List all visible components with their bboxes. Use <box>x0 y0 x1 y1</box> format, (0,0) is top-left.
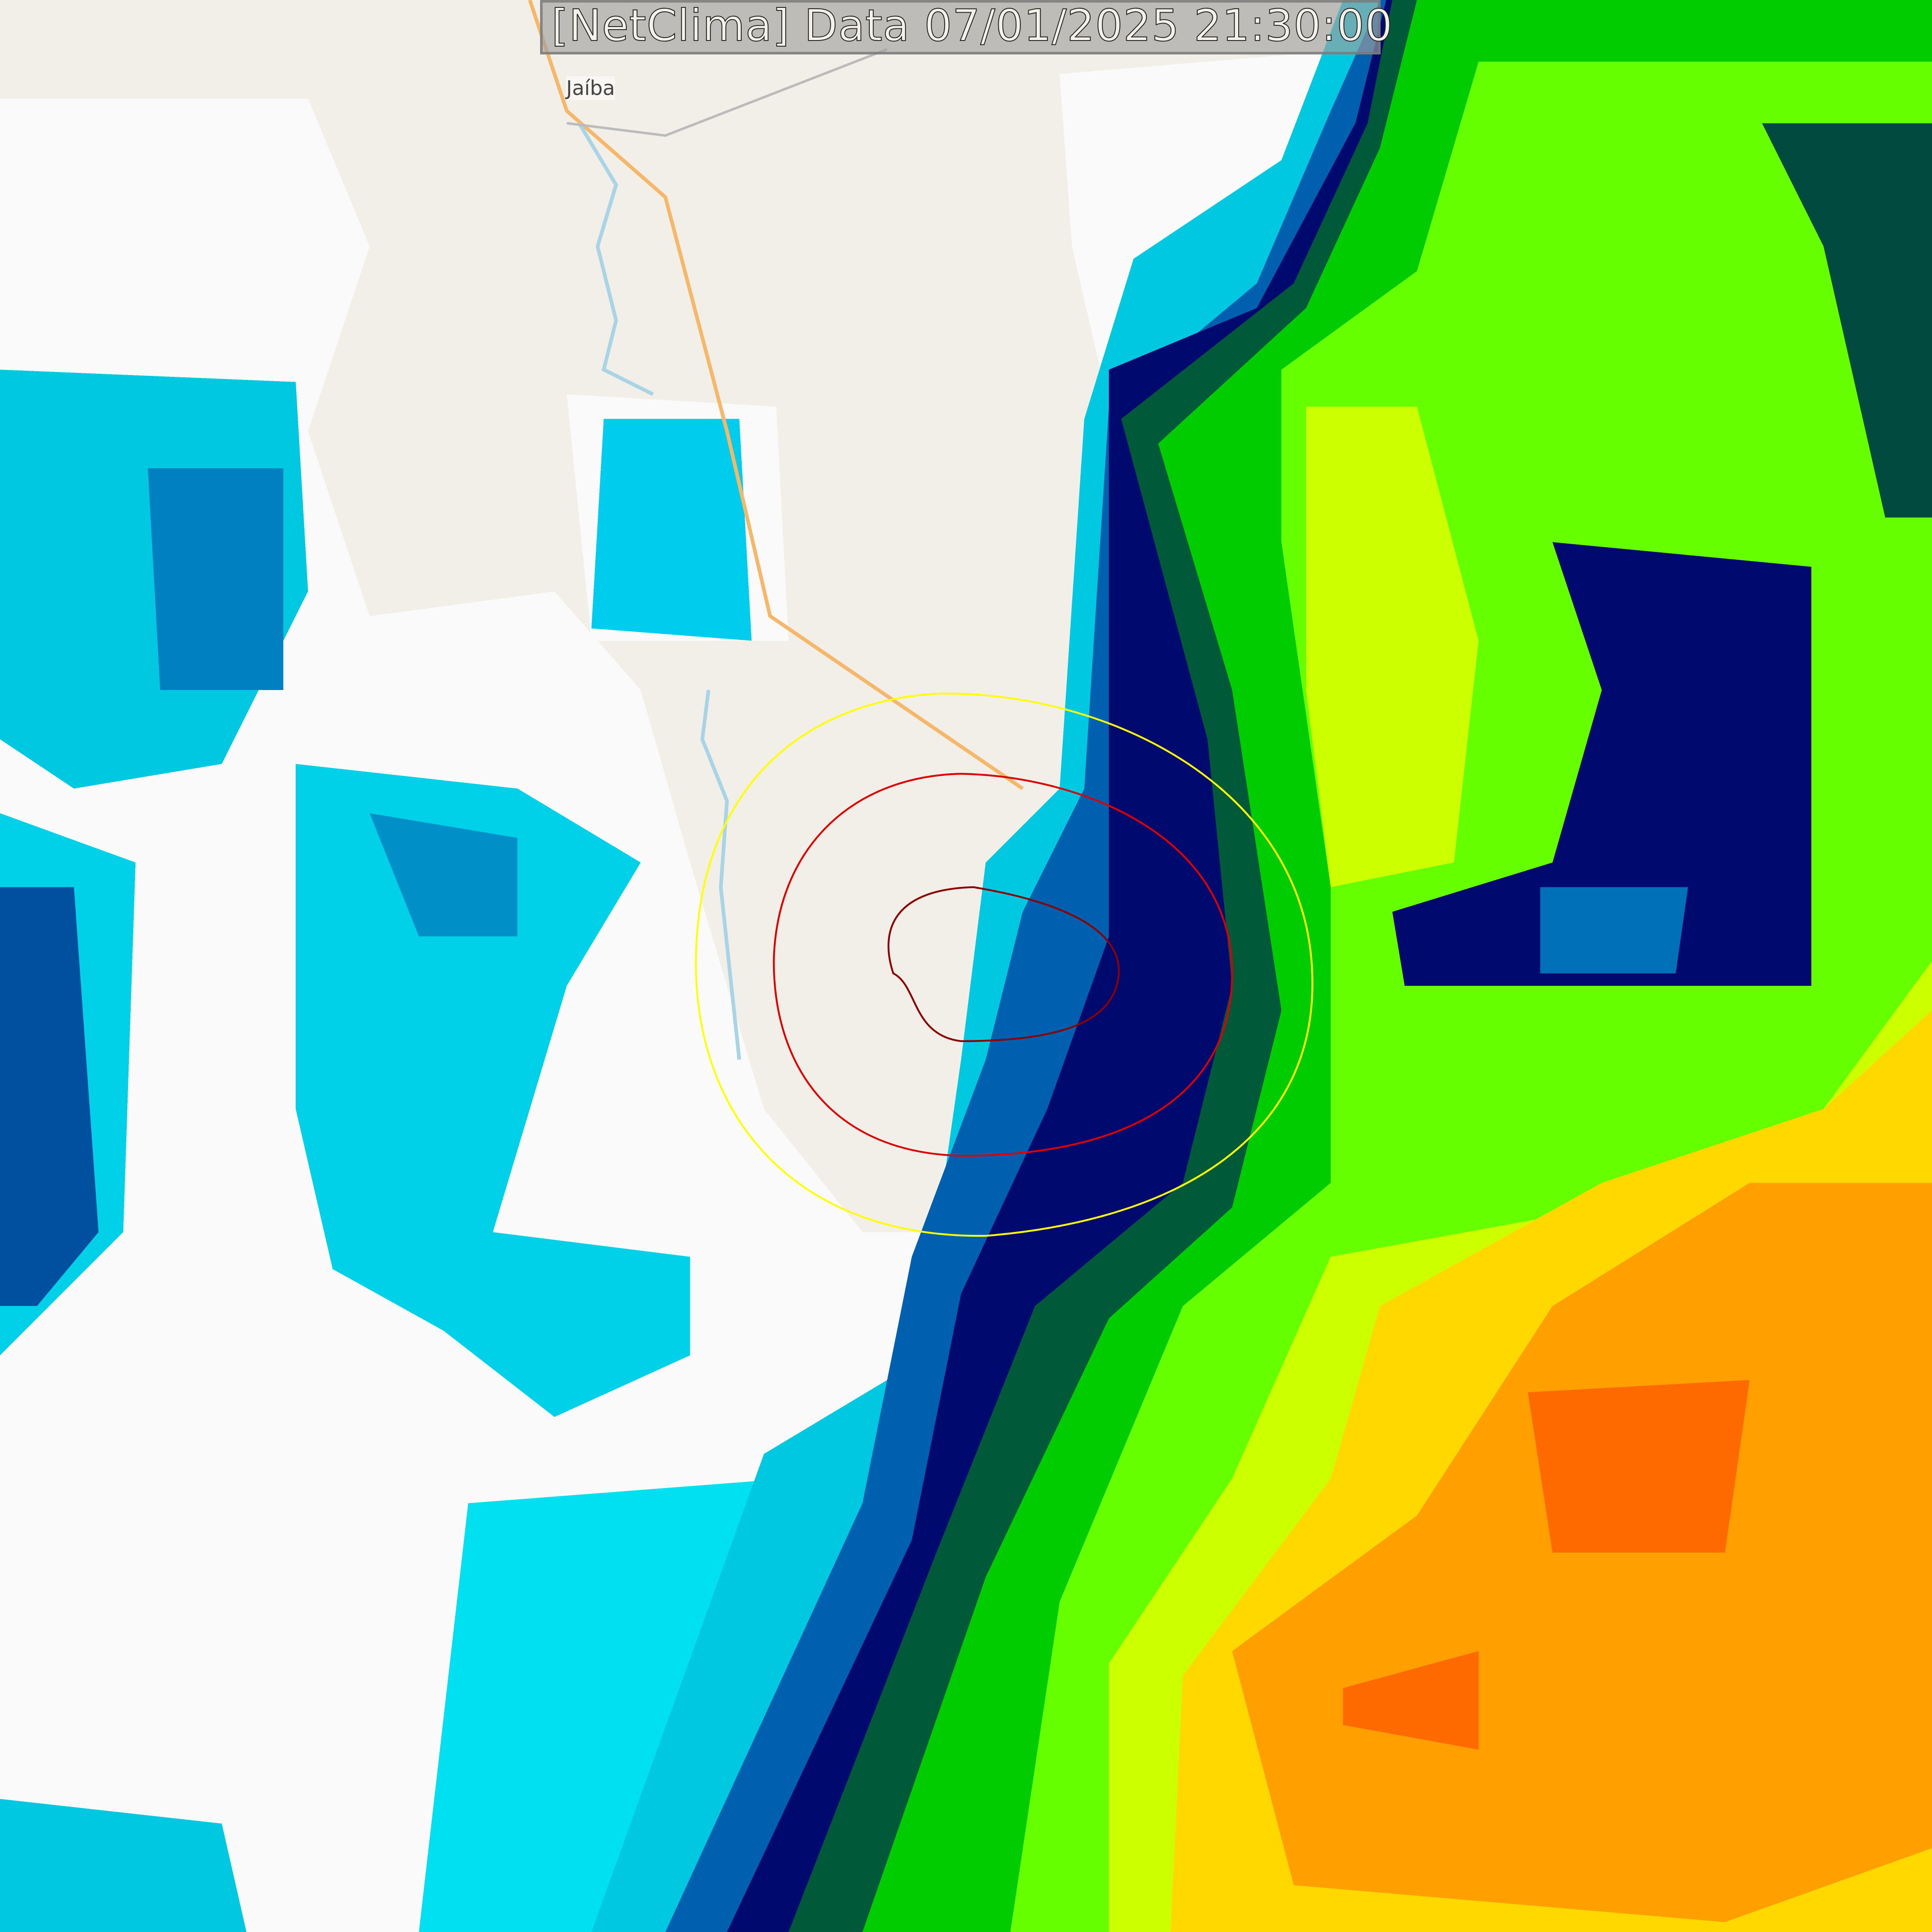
echo-blue <box>369 813 518 937</box>
echo-band-6 <box>1306 406 1479 887</box>
echo-navy <box>1392 542 1811 986</box>
echo-band-10 <box>1528 1380 1750 1553</box>
river <box>700 690 741 1060</box>
echo-darkgreen <box>1762 123 1932 518</box>
echo-band-11 <box>1343 1651 1479 1750</box>
range-ring-outer <box>695 693 1314 1237</box>
echo-cyan <box>591 419 752 641</box>
road <box>528 0 1024 790</box>
range-rings <box>695 693 1314 1237</box>
road <box>567 48 888 137</box>
echo-blue <box>148 468 284 690</box>
range-ring-middle <box>773 773 1233 1157</box>
river <box>578 122 654 396</box>
range-ring-inner <box>887 886 1120 1042</box>
echo-blue <box>1540 887 1688 974</box>
town-label: Jaíba <box>566 76 615 100</box>
basemap-features <box>528 0 1024 1060</box>
echo-cyan <box>295 764 690 1417</box>
title-banner: [NetClima] Data 07/01/2025 21:30:00 <box>540 0 1393 54</box>
title-text: [NetClima] Data 07/01/2025 21:30:00 <box>551 0 1393 51</box>
echo-blue <box>0 887 99 1306</box>
echo-cyan <box>0 1799 247 1932</box>
